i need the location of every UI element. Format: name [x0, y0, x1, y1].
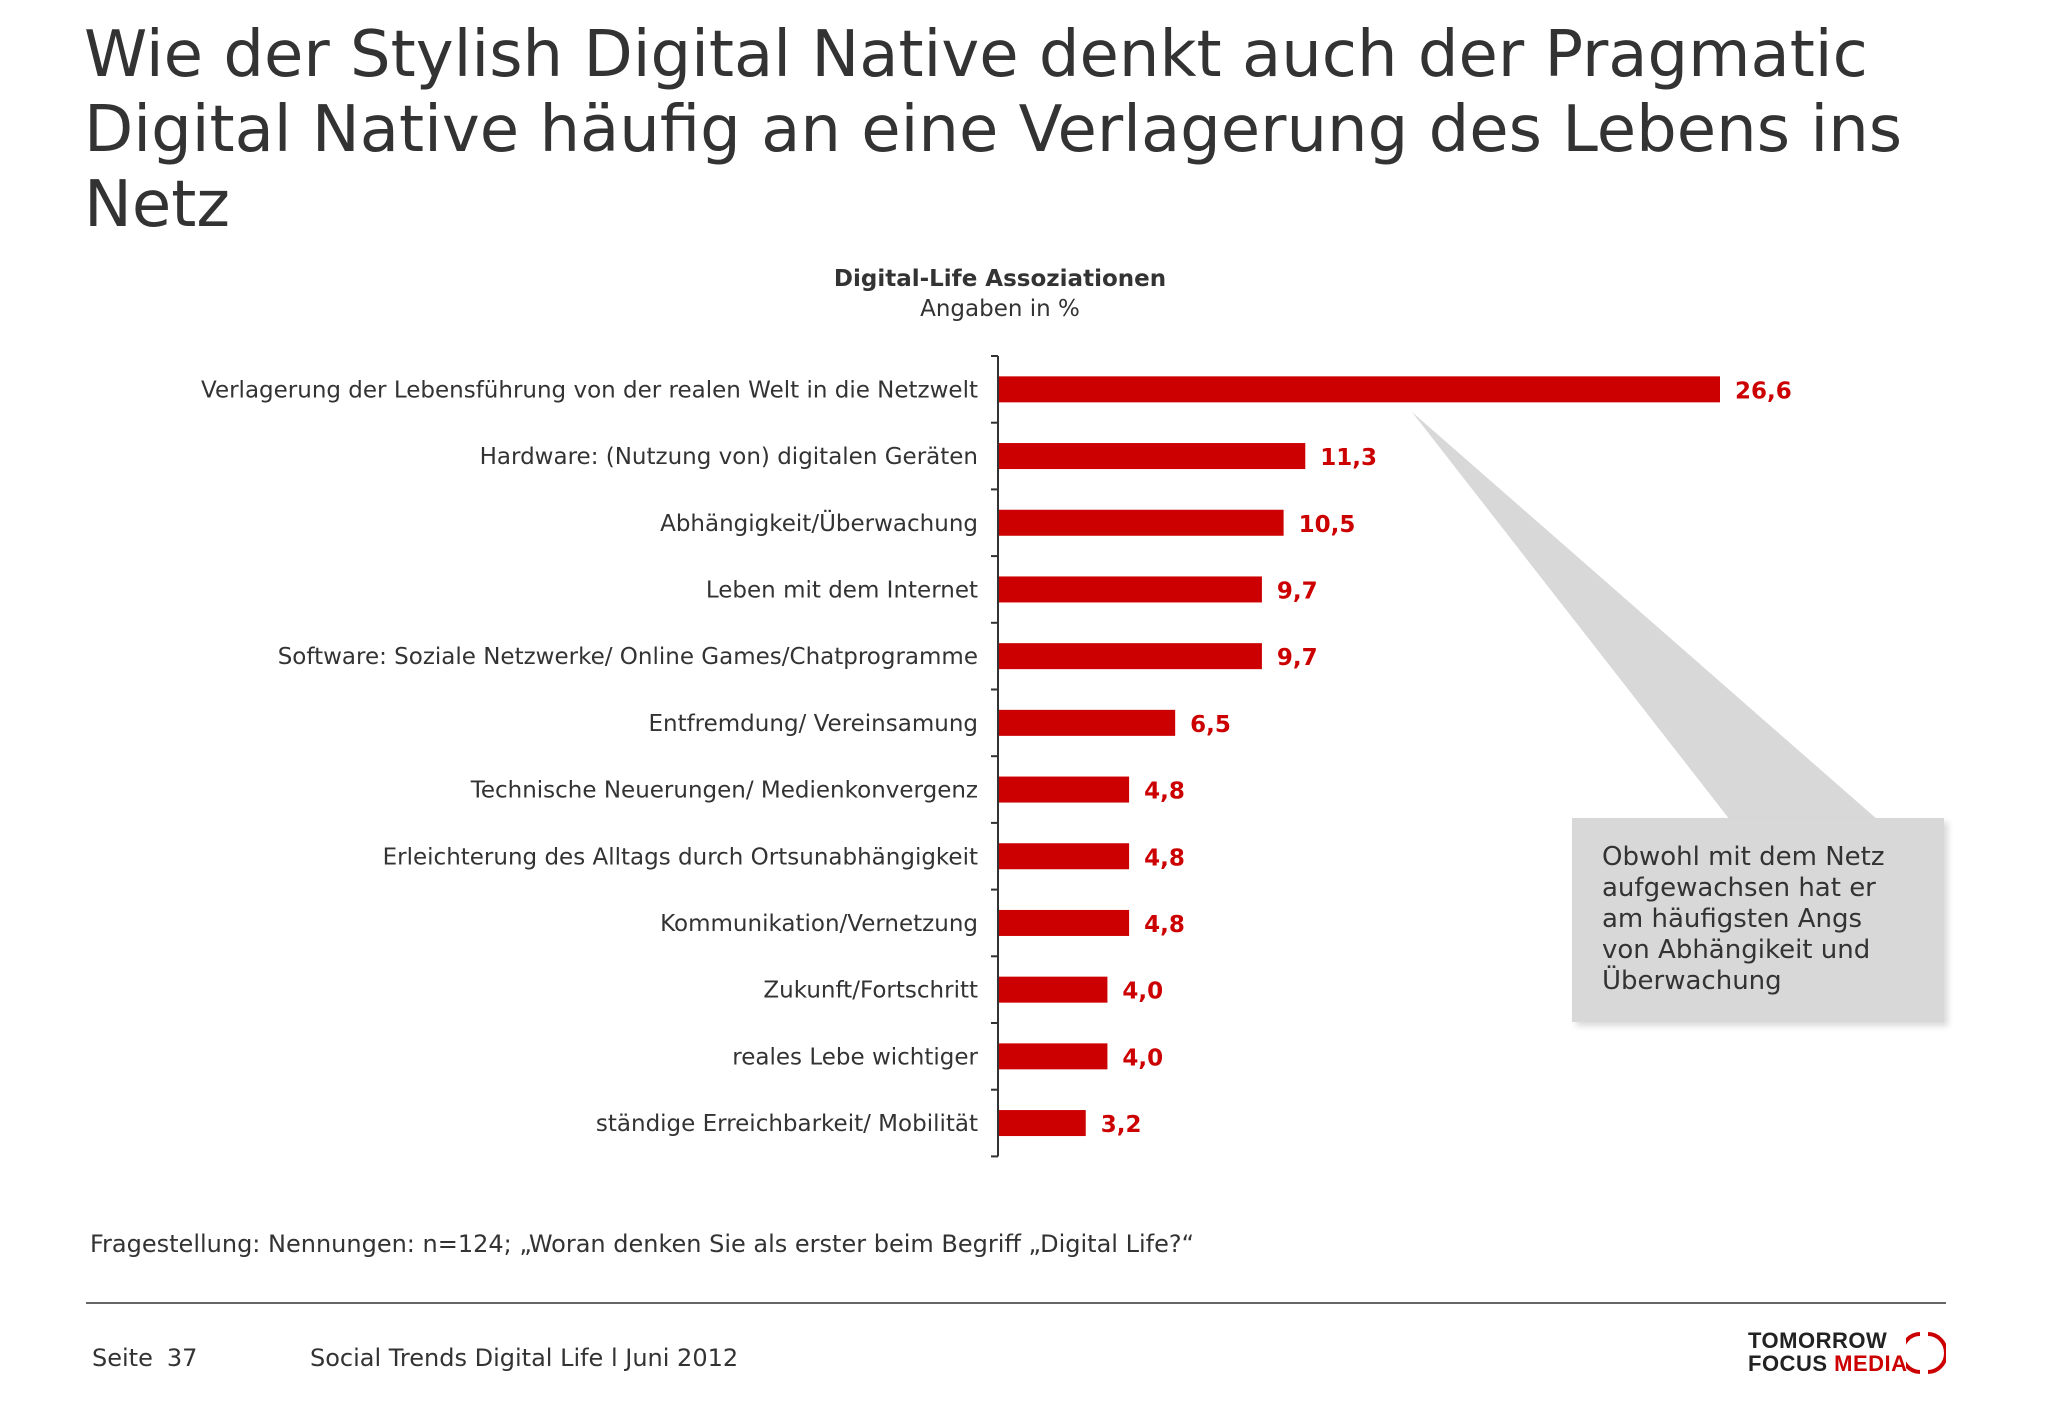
value-label: 6,5 — [1190, 712, 1231, 738]
chart-subtitle: Angaben in % — [920, 296, 1080, 322]
bar — [999, 909, 1130, 936]
logo-mark-icon — [1906, 1332, 1946, 1374]
value-label: 10,5 — [1299, 512, 1356, 538]
bar — [999, 376, 1720, 403]
logo-word-media: MEDIA — [1834, 1351, 1908, 1376]
chart-header: Digital-Life Assoziationen Angaben in % — [760, 264, 1240, 324]
category-label: ständige Erreichbarkeit/ Mobilität — [596, 1111, 978, 1137]
category-label: Technische Neuerungen/ Medienkonvergenz — [470, 778, 978, 804]
value-label: 26,6 — [1735, 378, 1792, 404]
footnote: Fragestellung: Nennungen: n=124; „Woran … — [90, 1230, 1195, 1258]
logo-word-focus: FOCUS — [1748, 1351, 1828, 1376]
value-label: 4,0 — [1122, 979, 1163, 1005]
category-label: Erleichterung des Alltags durch Ortsunab… — [383, 844, 978, 870]
document-title: Social Trends Digital Life l Juni 2012 — [310, 1344, 739, 1372]
callout-box: Obwohl mit dem Netz aufgewachsen hat er … — [1572, 818, 1944, 1022]
category-label: Verlagerung der Lebensführung von der re… — [201, 377, 978, 403]
bar — [999, 709, 1176, 736]
bar — [999, 843, 1130, 870]
page-label: Seite — [92, 1344, 153, 1372]
page-number: Seite 37 — [92, 1344, 211, 1372]
bar — [999, 509, 1284, 536]
bar — [999, 576, 1262, 603]
bar — [999, 443, 1306, 470]
category-label: Leben mit dem Internet — [706, 577, 978, 603]
bar — [999, 1110, 1086, 1137]
logo-line-2: FOCUS MEDIA — [1748, 1351, 1908, 1377]
value-label: 9,7 — [1277, 578, 1318, 604]
category-label: Software: Soziale Netzwerke/ Online Game… — [278, 644, 978, 670]
value-label: 4,8 — [1144, 779, 1185, 805]
value-label: 3,2 — [1101, 1112, 1142, 1138]
bar — [999, 976, 1108, 1003]
category-label: Entfremdung/ Vereinsamung — [648, 711, 978, 737]
bar — [999, 643, 1262, 670]
bar — [999, 1043, 1108, 1070]
category-label: Kommunikation/Vernetzung — [660, 911, 978, 937]
value-label: 11,3 — [1320, 445, 1377, 471]
value-label: 4,0 — [1122, 1045, 1163, 1071]
logo-line-1: TOMORROW — [1748, 1328, 1888, 1353]
category-label: Hardware: (Nutzung von) digitalen Geräte… — [480, 444, 978, 470]
tomorrow-focus-media-logo: TOMORROW FOCUS MEDIA — [1748, 1328, 1948, 1378]
value-label: 9,7 — [1277, 645, 1318, 671]
footer-divider — [86, 1302, 1946, 1304]
category-label: Abhängigkeit/Überwachung — [660, 509, 978, 537]
value-label: 4,8 — [1144, 912, 1185, 938]
callout-pointer — [1412, 412, 1878, 820]
callout-text: Obwohl mit dem Netz aufgewachsen hat er … — [1602, 842, 1885, 996]
page-number-value: 37 — [166, 1344, 198, 1372]
chart-title: Digital-Life Assoziationen — [833, 266, 1167, 292]
category-label: Zukunft/Fortschritt — [763, 978, 978, 1004]
bar — [999, 776, 1130, 803]
value-label: 4,8 — [1144, 845, 1185, 871]
category-label: reales Lebe wichtiger — [732, 1044, 978, 1070]
page-title: Wie der Stylish Digital Native denkt auc… — [84, 18, 1903, 242]
